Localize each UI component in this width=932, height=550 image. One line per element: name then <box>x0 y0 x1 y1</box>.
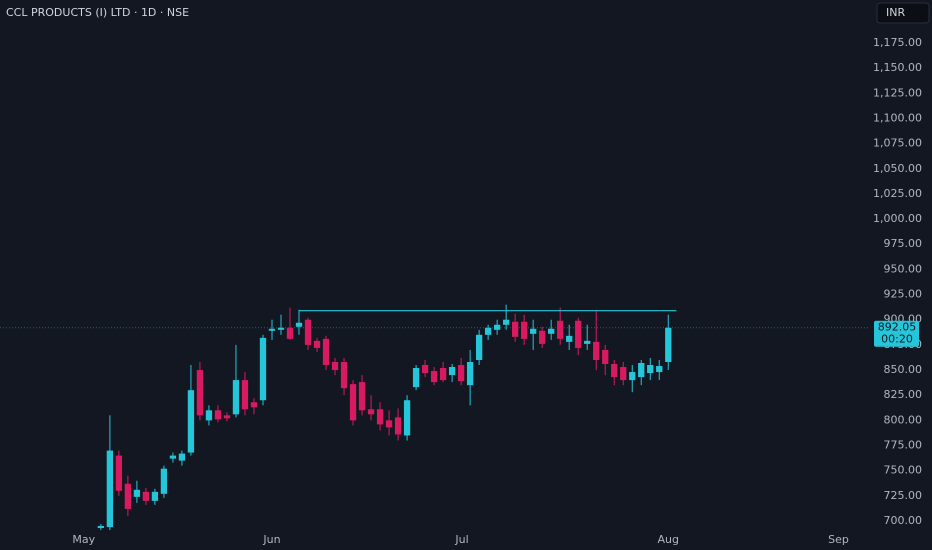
candle-body <box>412 368 420 388</box>
candle-body <box>611 364 618 378</box>
candle-body <box>548 328 555 334</box>
candle-body <box>512 321 519 337</box>
candle-body <box>232 380 240 415</box>
candle-body <box>557 320 564 339</box>
candle-body <box>259 337 267 401</box>
candle-body <box>367 409 375 415</box>
candle-body <box>439 368 447 381</box>
y-tick-label: 975.00 <box>884 237 923 250</box>
countdown-label: 00:20 <box>881 333 913 346</box>
currency-button[interactable] <box>876 2 930 24</box>
x-tick-label: May <box>72 533 95 546</box>
candle-body <box>647 365 654 374</box>
candle-body <box>106 450 114 528</box>
candle-body <box>484 327 492 335</box>
candle-body <box>539 330 546 344</box>
chart-title: CCL PRODUCTS (I) LTD · 1D · NSE <box>6 6 189 19</box>
candle-body <box>97 526 105 529</box>
y-tick-label: 775.00 <box>884 439 923 452</box>
x-tick-label: Aug <box>658 533 679 546</box>
candle-body <box>521 321 528 339</box>
candle-body <box>277 327 285 330</box>
candle-body <box>115 455 123 491</box>
candle-body <box>575 320 582 348</box>
candle-body <box>665 327 672 362</box>
y-tick-label: 1,050.00 <box>873 162 922 175</box>
candle-body <box>466 361 474 386</box>
y-tick-label: 1,175.00 <box>873 36 922 49</box>
candle-body <box>358 382 366 411</box>
candle-body <box>403 400 411 436</box>
candle-body <box>250 402 258 408</box>
candle-body <box>142 491 150 501</box>
candle-body <box>656 366 663 373</box>
candle-body <box>385 420 393 428</box>
y-tick-label: 750.00 <box>884 464 923 477</box>
candle-body <box>394 417 402 435</box>
candle-body <box>566 335 573 342</box>
x-tick-label: Jun <box>262 533 280 546</box>
candle-body <box>187 390 195 453</box>
candle-body <box>304 319 312 345</box>
candle-body <box>331 361 339 371</box>
candle-body <box>493 324 501 330</box>
x-tick-label: Jul <box>454 533 468 546</box>
y-tick-label: 850.00 <box>884 363 923 376</box>
candle-body <box>205 410 213 421</box>
candle-body <box>530 328 537 334</box>
candle-body <box>169 455 177 459</box>
candle-body <box>475 334 483 360</box>
candle-body <box>638 363 645 378</box>
y-tick-label: 800.00 <box>884 413 923 426</box>
currency[interactable]: INR <box>886 6 905 19</box>
candle-body <box>241 380 249 410</box>
candle-body <box>593 341 600 360</box>
candle-body <box>376 409 384 425</box>
y-tick-label: 1,150.00 <box>873 61 922 74</box>
y-tick-label: 700.00 <box>884 514 923 527</box>
y-tick-label: 1,025.00 <box>873 187 922 200</box>
candle-body <box>629 372 636 381</box>
candle-body <box>196 370 204 416</box>
candle-body <box>502 319 510 325</box>
candle-body <box>340 361 348 389</box>
price-label-box <box>874 320 919 347</box>
candle-body <box>349 384 357 421</box>
candle-body <box>286 327 294 339</box>
y-tick-label: 1,125.00 <box>873 86 922 99</box>
candle-body <box>421 365 429 374</box>
y-tick-label: 1,100.00 <box>873 111 922 124</box>
y-tick-label: 825.00 <box>884 388 923 401</box>
price-label: 892.05 <box>878 321 917 334</box>
candle-body <box>584 340 591 344</box>
candle-body <box>322 338 330 366</box>
candle-body <box>457 365 465 382</box>
candle-body <box>133 489 141 497</box>
y-tick-label: 1,000.00 <box>873 212 922 225</box>
y-tick-label: 1,075.00 <box>873 137 922 150</box>
candle-body <box>295 322 303 327</box>
candle-body <box>178 453 186 461</box>
y-tick-label: 725.00 <box>884 489 923 502</box>
candle-body <box>268 328 276 331</box>
candle-body <box>160 468 168 494</box>
candle-body <box>214 410 222 420</box>
candle-body <box>448 367 456 376</box>
candle-body <box>124 483 132 509</box>
candle-body <box>430 371 438 383</box>
candle-body <box>223 415 231 419</box>
candle-body <box>602 349 609 365</box>
y-tick-label: 950.00 <box>884 262 923 275</box>
candle-body <box>313 340 321 348</box>
x-tick-label: Sep <box>828 533 849 546</box>
candle-body <box>620 367 627 381</box>
y-tick-label: 925.00 <box>884 288 923 301</box>
candle-body <box>151 491 159 501</box>
